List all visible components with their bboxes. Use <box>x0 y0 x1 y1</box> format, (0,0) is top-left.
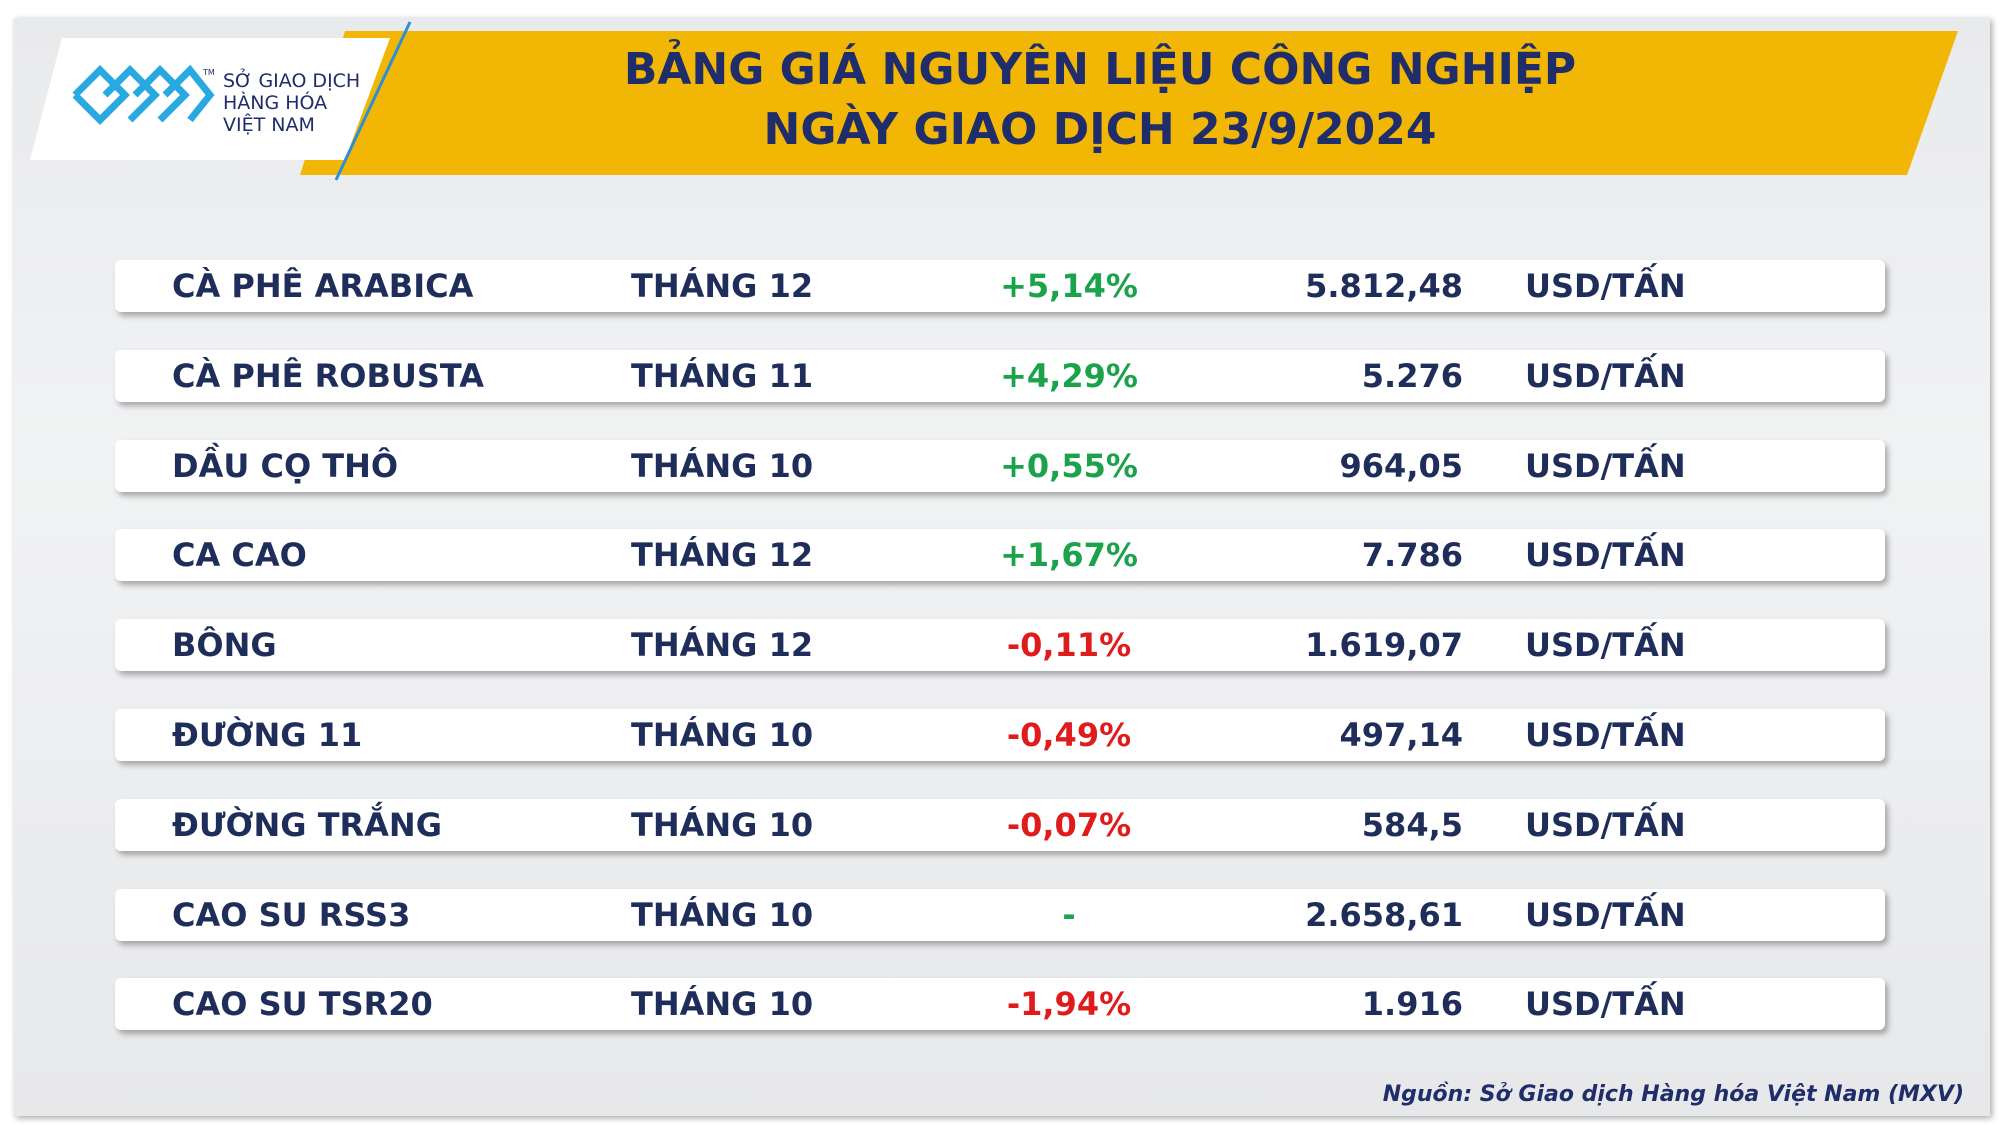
table-row: CA CAO THÁNG 12 +1,67% 7.786 USD/TẤN <box>115 529 1885 582</box>
logo-line: SỞ GIAO DỊCH <box>223 70 361 92</box>
logo-line: HÀNG HÓA <box>223 92 328 114</box>
unit: USD/TẤN <box>1525 985 1686 1024</box>
unit: USD/TẤN <box>1525 446 1686 485</box>
price-change: - <box>1062 895 1076 934</box>
price: 964,05 <box>1339 446 1463 485</box>
logo-icon <box>72 64 215 125</box>
price: 5.812,48 <box>1305 267 1463 305</box>
commodity-name: CÀ PHÊ ROBUSTA <box>172 356 484 395</box>
price-change: -0,49% <box>1006 716 1132 754</box>
contract-month: THÁNG 11 <box>631 356 814 395</box>
table-row: BÔNG THÁNG 12 -0,11% 1.619,07 USD/TẤN <box>115 619 1885 672</box>
contract-month: THÁNG 12 <box>631 267 814 305</box>
unit: USD/TẤN <box>1525 805 1686 844</box>
price: 7.786 <box>1361 536 1463 575</box>
unit: USD/TẤN <box>1525 356 1686 395</box>
table-row: ĐƯỜNG 11 THÁNG 10 -0,49% 497,14 USD/TẤN <box>115 709 1885 761</box>
table-row: DẦU CỌ THÔ THÁNG 10 +0,55% 964,05 USD/TẤN <box>115 439 1885 492</box>
table-row: CAO SU TSR20 THÁNG 10 -1,94% 1.916 USD/TẤN <box>115 978 1885 1031</box>
price-change: +4,29% <box>1000 356 1138 395</box>
commodity-name: BÔNG <box>172 626 277 665</box>
price: 5.276 <box>1361 356 1463 395</box>
price-change: -0,11% <box>1006 626 1132 665</box>
unit: USD/TẤN <box>1525 267 1686 305</box>
price-change: -1,94% <box>1006 985 1132 1024</box>
price: 2.658,61 <box>1305 895 1463 934</box>
contract-month: THÁNG 10 <box>631 446 814 485</box>
table-row: CAO SU RSS3 THÁNG 10 - 2.658,61 USD/TẤN <box>115 888 1885 941</box>
table-row: ĐƯỜNG TRẮNG THÁNG 10 -0,07% 584,5 USD/TẤN <box>115 798 1885 851</box>
title-banner <box>300 31 1958 175</box>
price: 1.916 <box>1361 985 1463 1024</box>
commodity-name: CÀ PHÊ ARABICA <box>172 267 474 305</box>
accent-line <box>334 21 412 181</box>
price: 497,14 <box>1339 716 1463 754</box>
source-note: Nguồn: Sở Giao dịch Hàng hóa Việt Nam (M… <box>1382 1082 1964 1107</box>
unit: USD/TẤN <box>1525 626 1686 665</box>
logo-line: VIỆT NAM <box>223 114 315 136</box>
contract-month: THÁNG 10 <box>631 895 814 934</box>
commodity-name: CAO SU TSR20 <box>172 985 433 1024</box>
unit: USD/TẤN <box>1525 716 1686 754</box>
title-line: BẢNG GIÁ NGUYÊN LIỆU CÔNG NGHIỆP <box>623 44 1577 95</box>
price-change: -0,07% <box>1006 805 1132 844</box>
price: 584,5 <box>1361 805 1463 844</box>
price-change: +5,14% <box>1000 267 1138 305</box>
commodity-name: CAO SU RSS3 <box>172 895 411 934</box>
table-row: CÀ PHÊ ARABICA THÁNG 12 +5,14% 5.812,48 USD/… <box>115 260 1885 312</box>
price-change: +1,67% <box>1000 536 1138 575</box>
commodity-name: DẦU CỌ THÔ <box>172 446 399 485</box>
logo-trademark: TM <box>203 68 215 77</box>
commodity-name: ĐƯỜNG 11 <box>172 716 363 754</box>
contract-month: THÁNG 10 <box>631 716 814 754</box>
commodity-name: ĐƯỜNG TRẮNG <box>172 805 442 844</box>
title-line: NGÀY GIAO DỊCH 23/9/2024 <box>763 104 1437 155</box>
commodity-name: CA CAO <box>172 536 307 575</box>
unit: USD/TẤN <box>1525 536 1686 575</box>
contract-month: THÁNG 10 <box>631 985 814 1024</box>
contract-month: THÁNG 12 <box>631 536 814 575</box>
table-row: CÀ PHÊ ROBUSTA THÁNG 11 +4,29% 5.276 USD/TẤN <box>115 349 1885 402</box>
price-change: +0,55% <box>1000 446 1138 485</box>
contract-month: THÁNG 10 <box>631 805 814 844</box>
contract-month: THÁNG 12 <box>631 626 814 665</box>
unit: USD/TẤN <box>1525 895 1686 934</box>
price: 1.619,07 <box>1305 626 1463 665</box>
